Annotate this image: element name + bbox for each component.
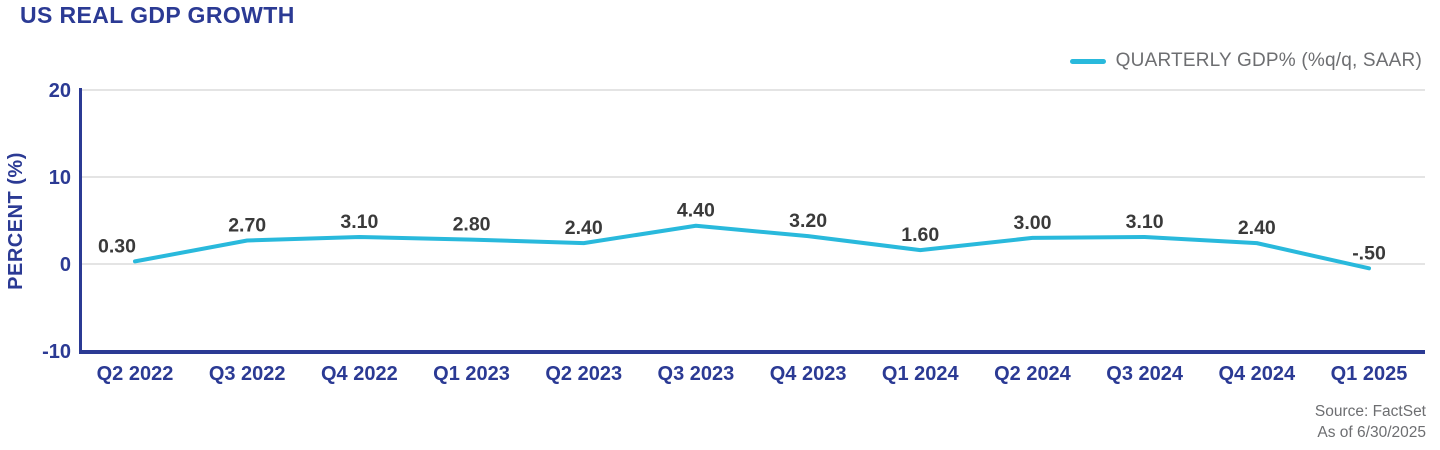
x-tick-label: Q1 2024 — [882, 363, 960, 385]
data-point-label: 2.40 — [1238, 217, 1276, 239]
x-tick-label: Q3 2024 — [1106, 363, 1184, 385]
data-point-label: 3.10 — [1126, 211, 1164, 233]
y-tick-label: 0 — [60, 254, 71, 276]
x-tick-label: Q4 2022 — [321, 363, 398, 385]
data-point-label: 2.80 — [453, 214, 491, 236]
x-tick-label: Q3 2023 — [658, 363, 735, 385]
data-point-label: 4.40 — [677, 200, 715, 222]
data-point-label: 3.20 — [789, 210, 827, 232]
y-tick-label: -10 — [42, 341, 71, 363]
data-point-label: 2.40 — [565, 217, 603, 239]
x-tick-label: Q3 2022 — [209, 363, 286, 385]
chart-title: US REAL GDP GROWTH — [20, 2, 295, 28]
x-tick-label: Q4 2023 — [770, 363, 847, 385]
as-of-text: As of 6/30/2025 — [1317, 424, 1426, 441]
x-tick-label: Q4 2024 — [1218, 363, 1296, 385]
data-point-label: 1.60 — [901, 224, 939, 246]
source-footer: Source: FactSet As of 6/30/2025 — [1315, 401, 1426, 443]
data-point-label: 0.30 — [98, 235, 136, 257]
x-tick-label: Q1 2023 — [433, 363, 510, 385]
y-tick-label: 20 — [49, 80, 71, 102]
y-axis-title: PERCENT (%) — [5, 152, 27, 290]
legend-label: QUARTERLY GDP% (%q/q, SAAR) — [1115, 50, 1422, 71]
legend-line-swatch-icon — [1069, 58, 1106, 64]
gdp-line-series — [133, 223, 1371, 271]
source-text: Source: FactSet — [1314, 403, 1426, 420]
data-point-label: -.50 — [1352, 242, 1386, 264]
x-tick-label: Q2 2022 — [97, 363, 174, 385]
x-tick-label: Q2 2024 — [994, 363, 1072, 385]
y-tick-label: 10 — [49, 167, 71, 189]
x-tick-label: Q2 2023 — [545, 363, 622, 385]
x-tick-label: Q1 2025 — [1331, 363, 1408, 385]
data-point-label: 3.00 — [1013, 212, 1051, 234]
legend: QUARTERLY GDP% (%q/q, SAAR) — [1069, 50, 1422, 72]
data-point-label: 3.10 — [340, 211, 378, 233]
data-point-label: 2.70 — [228, 215, 266, 237]
